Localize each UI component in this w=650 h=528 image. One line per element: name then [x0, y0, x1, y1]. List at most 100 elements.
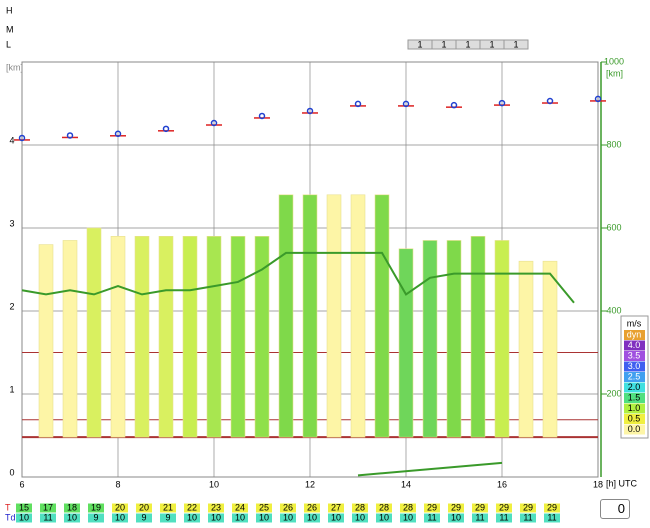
row-cell	[424, 513, 440, 523]
row-cell	[280, 503, 296, 513]
thermal-bar	[350, 194, 366, 438]
row-cell	[304, 503, 320, 513]
marker	[498, 99, 506, 107]
row-value: 27	[331, 502, 341, 512]
level-label: H	[6, 5, 13, 15]
x-tick-label: 6	[19, 479, 24, 489]
row-cell	[544, 503, 560, 513]
legend-swatch	[624, 424, 645, 435]
row-value: 10	[379, 512, 389, 522]
strip-label: 1	[441, 39, 446, 49]
row-value: 29	[499, 502, 509, 512]
x-axis-label: [h] UTC	[606, 478, 638, 488]
row-cell	[136, 513, 152, 523]
series-line	[21, 251, 575, 304]
y-tick-label: 4	[9, 135, 14, 145]
strip-label: 1	[489, 39, 494, 49]
legend-label: 3.0	[628, 361, 641, 371]
row-value: 11	[43, 512, 52, 522]
row-value: 22	[187, 502, 197, 512]
thermal-bar	[470, 236, 486, 438]
row-value: 29	[523, 502, 533, 512]
marker	[306, 107, 314, 115]
row-value: 28	[403, 502, 413, 512]
x-tick-label: 18	[593, 479, 603, 489]
row-cell	[88, 513, 104, 523]
row-label: T	[5, 502, 11, 512]
row-cell	[256, 513, 272, 523]
row-cell	[184, 513, 200, 523]
thermal-bar	[110, 236, 126, 438]
row-cell	[112, 513, 128, 523]
y2-tick-label: 200	[606, 388, 621, 398]
thermal-bar	[278, 194, 294, 438]
legend-swatch	[624, 403, 645, 414]
x-tick-label: 14	[401, 479, 411, 489]
row-value: 28	[379, 502, 389, 512]
y-tick-label: 0	[9, 467, 14, 477]
row-label: Td	[5, 512, 16, 522]
row-value: 21	[163, 502, 173, 512]
strip-cell	[503, 39, 529, 50]
x-tick-label: 8	[115, 479, 120, 489]
row-value: 10	[19, 512, 29, 522]
row-cell	[352, 503, 368, 513]
marker	[18, 134, 26, 142]
legend-swatch	[624, 393, 645, 403]
row-cell	[208, 503, 224, 513]
thermal-bar	[542, 260, 558, 438]
marker	[594, 95, 602, 103]
y-axis-label: [km]	[6, 62, 23, 72]
row-value: 10	[451, 512, 461, 522]
row-cell	[448, 503, 464, 513]
thermal-bar	[398, 248, 414, 438]
thermal-bar	[62, 240, 78, 438]
y-tick-label: 2	[9, 301, 14, 311]
row-value: 10	[67, 512, 77, 522]
row-cell	[184, 503, 200, 513]
legend-swatch	[624, 351, 645, 361]
row-value: 17	[43, 502, 53, 512]
thermal-bar	[518, 260, 534, 438]
level-label: L	[6, 39, 11, 49]
legend-title: m/s	[627, 318, 642, 328]
x-tick-label: 10	[209, 479, 219, 489]
legend-label: dyn	[627, 329, 642, 339]
legend-swatch	[624, 340, 645, 351]
row-value: 11	[427, 512, 436, 522]
row-value: 10	[235, 512, 245, 522]
strip-label: 1	[513, 39, 518, 49]
row-cell	[112, 503, 128, 513]
row-cell	[400, 503, 416, 513]
legend-swatch	[624, 361, 645, 372]
row-value: 26	[307, 502, 317, 512]
row-value: 11	[499, 512, 508, 522]
row-cell	[16, 513, 32, 523]
row-cell	[208, 513, 224, 523]
row-cell	[496, 513, 512, 523]
row-value: 10	[115, 512, 125, 522]
row-cell	[232, 503, 248, 513]
marker	[210, 119, 218, 127]
level-label: M	[6, 24, 14, 34]
row-value: 29	[475, 502, 485, 512]
row-value: 19	[91, 502, 101, 512]
series-line	[357, 461, 503, 477]
row-value: 20	[115, 502, 125, 512]
x-tick-label: 12	[305, 479, 315, 489]
marker	[354, 100, 362, 108]
row-cell	[544, 513, 560, 523]
row-value: 10	[259, 512, 269, 522]
offset-input[interactable]: 0	[600, 499, 630, 519]
legend-label: 0.0	[628, 424, 641, 434]
marker	[114, 130, 122, 138]
thermal-bar	[206, 236, 222, 438]
row-cell	[376, 503, 392, 513]
thermal-bar	[374, 194, 390, 438]
thermal-bar	[254, 236, 270, 438]
thermal-bar	[326, 194, 342, 438]
x-tick-label: 16	[497, 479, 507, 489]
row-value: 10	[307, 512, 317, 522]
row-value: 10	[211, 512, 221, 522]
